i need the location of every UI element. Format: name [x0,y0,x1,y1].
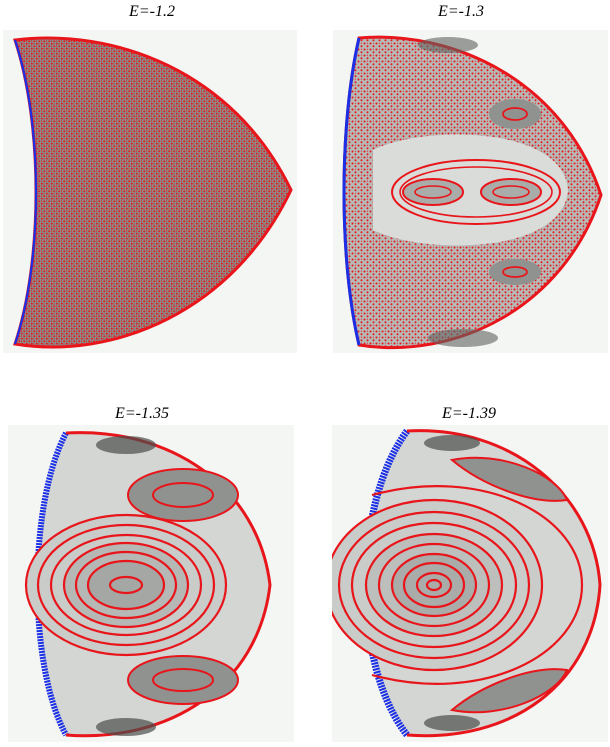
chaotic-sea-region [13,36,293,349]
central-island [24,513,228,657]
upper-island [127,468,239,522]
boundary-curve [362,428,410,738]
panel-title-3: E=-1.35 [115,405,169,422]
plot-panel-4 [332,425,608,742]
central-island [332,485,584,685]
upper-island [449,456,569,502]
poincare-section-2 [342,35,603,350]
lower-island [449,668,569,714]
upper-island [489,99,541,129]
boundary-curve [34,431,69,737]
lower-island [127,655,239,705]
panel-title-2: E=-1.3 [438,3,484,20]
boundary-curve [13,39,38,345]
plot-panel-2 [333,30,608,353]
poincare-section-1 [13,36,293,349]
poincare-section-4 [332,428,602,738]
panel-title-4: E=-1.39 [442,405,496,422]
central-island [373,134,568,246]
plot-panel-3 [8,425,294,742]
plot-panel-1 [3,30,297,353]
panel-title-1: E=-1.2 [129,3,175,20]
lower-island [489,259,541,285]
boundary-curve [342,37,361,346]
poincare-section-3 [24,431,272,738]
